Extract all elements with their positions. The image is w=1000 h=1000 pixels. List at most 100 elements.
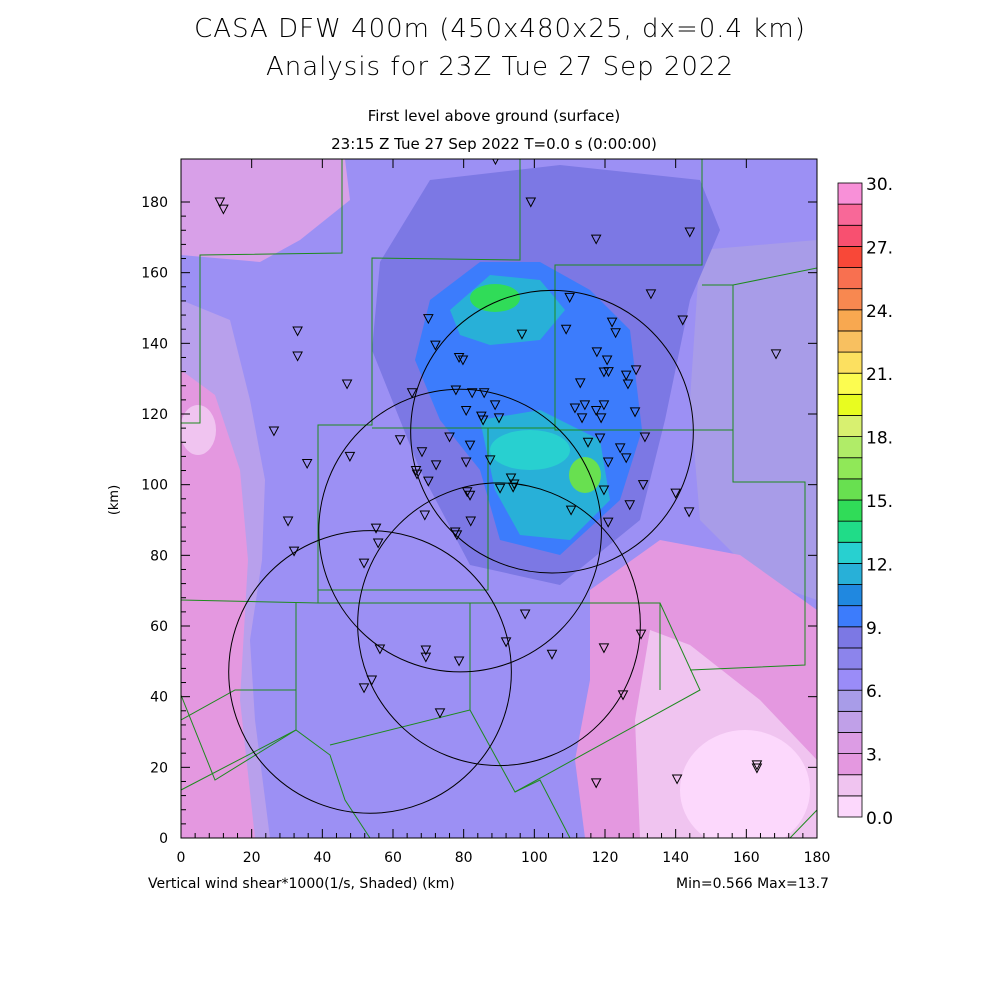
chart-subtitle-time: 23:15 Z Tue 27 Sep 2022 T=0.0 s (0:00:00… <box>331 135 657 153</box>
station-marker <box>590 234 602 245</box>
colorbar-bin <box>837 541 863 564</box>
station-marker <box>629 407 641 418</box>
field-region-west-pink <box>181 370 255 838</box>
y-tick-label: 40 <box>150 690 168 706</box>
colorbar-bin <box>837 732 863 755</box>
station-marker <box>430 340 441 351</box>
colorbar-bin <box>837 182 863 205</box>
colorbar-bin <box>837 436 863 459</box>
station-marker <box>601 355 613 366</box>
station-marker <box>430 460 442 471</box>
colorbar-label: 24. <box>866 302 893 322</box>
shaded-field <box>181 159 817 838</box>
station-marker <box>420 652 432 663</box>
colorbar-label: 21. <box>866 365 893 385</box>
colorbar-bin <box>837 288 863 311</box>
colorbar-bin <box>837 203 863 226</box>
y-axis-label: (km) <box>107 485 122 515</box>
station-marker <box>684 227 696 238</box>
station-marker <box>603 367 614 378</box>
colorbar-bin <box>837 499 863 522</box>
colorbar-bin <box>837 224 863 247</box>
station-marker <box>410 466 422 477</box>
chart-subtitle-level: First level above ground (surface) <box>367 107 621 125</box>
station-marker <box>620 453 632 464</box>
station-marker <box>292 326 303 337</box>
station-marker <box>610 328 621 339</box>
x-tick-label: 80 <box>455 850 473 866</box>
station-marker <box>489 400 501 411</box>
station-marker <box>492 159 499 166</box>
station-marker <box>358 683 370 694</box>
station-marker <box>576 413 588 424</box>
station-marker <box>564 292 575 303</box>
station-marker <box>464 440 476 451</box>
station-marker <box>460 405 472 417</box>
station-marker <box>466 388 478 399</box>
station-marker <box>434 708 446 719</box>
station-marker <box>500 637 512 648</box>
station-marker <box>451 530 463 541</box>
colorbar-bin <box>837 351 863 374</box>
y-tick-label: 180 <box>141 195 168 211</box>
station-marker <box>606 317 618 328</box>
station-marker <box>519 609 531 620</box>
station-marker <box>450 385 462 396</box>
colorbar-bin <box>837 267 863 290</box>
station-marker <box>624 500 636 511</box>
station-marker <box>516 329 528 340</box>
station-marker <box>374 644 386 655</box>
colorbar-label: 15. <box>866 492 893 512</box>
station-marker <box>671 774 683 785</box>
station-marker <box>677 315 689 326</box>
station-marker <box>751 760 763 771</box>
station-marker <box>639 432 651 443</box>
station-marker <box>484 455 496 466</box>
colorbar-bin <box>837 584 863 607</box>
station-marker <box>591 347 603 358</box>
station-marker <box>372 538 384 549</box>
colorbar-bin <box>837 689 863 712</box>
colorbar-label: 6. <box>866 682 882 702</box>
field-region-se-min <box>680 730 810 838</box>
station-marker <box>595 413 607 424</box>
colorbar-bin <box>837 605 863 628</box>
station-marker <box>494 483 506 494</box>
colorbar-bin <box>837 710 863 733</box>
colorbar-label: 30. <box>866 175 893 195</box>
station-marker <box>478 388 490 399</box>
x-tick-label: 120 <box>592 850 619 866</box>
station-marker <box>370 523 382 534</box>
station-markers <box>214 159 782 789</box>
county-boundaries <box>181 159 817 838</box>
station-marker <box>582 437 594 448</box>
colorbar-label: 18. <box>866 429 893 449</box>
station-marker <box>301 458 313 470</box>
station-marker <box>464 490 476 501</box>
x-tick-label: 160 <box>733 850 760 866</box>
station-marker <box>477 415 489 426</box>
x-tick-label: 140 <box>662 850 689 866</box>
colorbar-label: 3. <box>866 746 882 766</box>
y-tick-label: 20 <box>150 760 168 776</box>
y-tick-label: 140 <box>141 336 168 352</box>
station-marker <box>525 197 537 208</box>
station-marker <box>507 482 519 493</box>
station-marker <box>598 643 610 654</box>
range-ring <box>357 482 641 767</box>
station-marker <box>508 479 520 490</box>
y-tick-label: 60 <box>150 619 168 635</box>
station-marker <box>598 485 610 496</box>
colorbar-bin <box>837 372 863 395</box>
chart-title-line2: Analysis for 23Z Tue 27 Sep 2022 <box>265 52 735 82</box>
station-marker <box>598 400 610 411</box>
station-marker <box>460 457 472 468</box>
station-marker <box>579 400 591 411</box>
station-marker <box>751 763 763 774</box>
station-marker <box>574 378 586 389</box>
colorbar-bin <box>837 795 863 818</box>
field-region-teal <box>490 430 570 470</box>
station-marker <box>622 379 634 390</box>
station-marker <box>419 510 431 521</box>
